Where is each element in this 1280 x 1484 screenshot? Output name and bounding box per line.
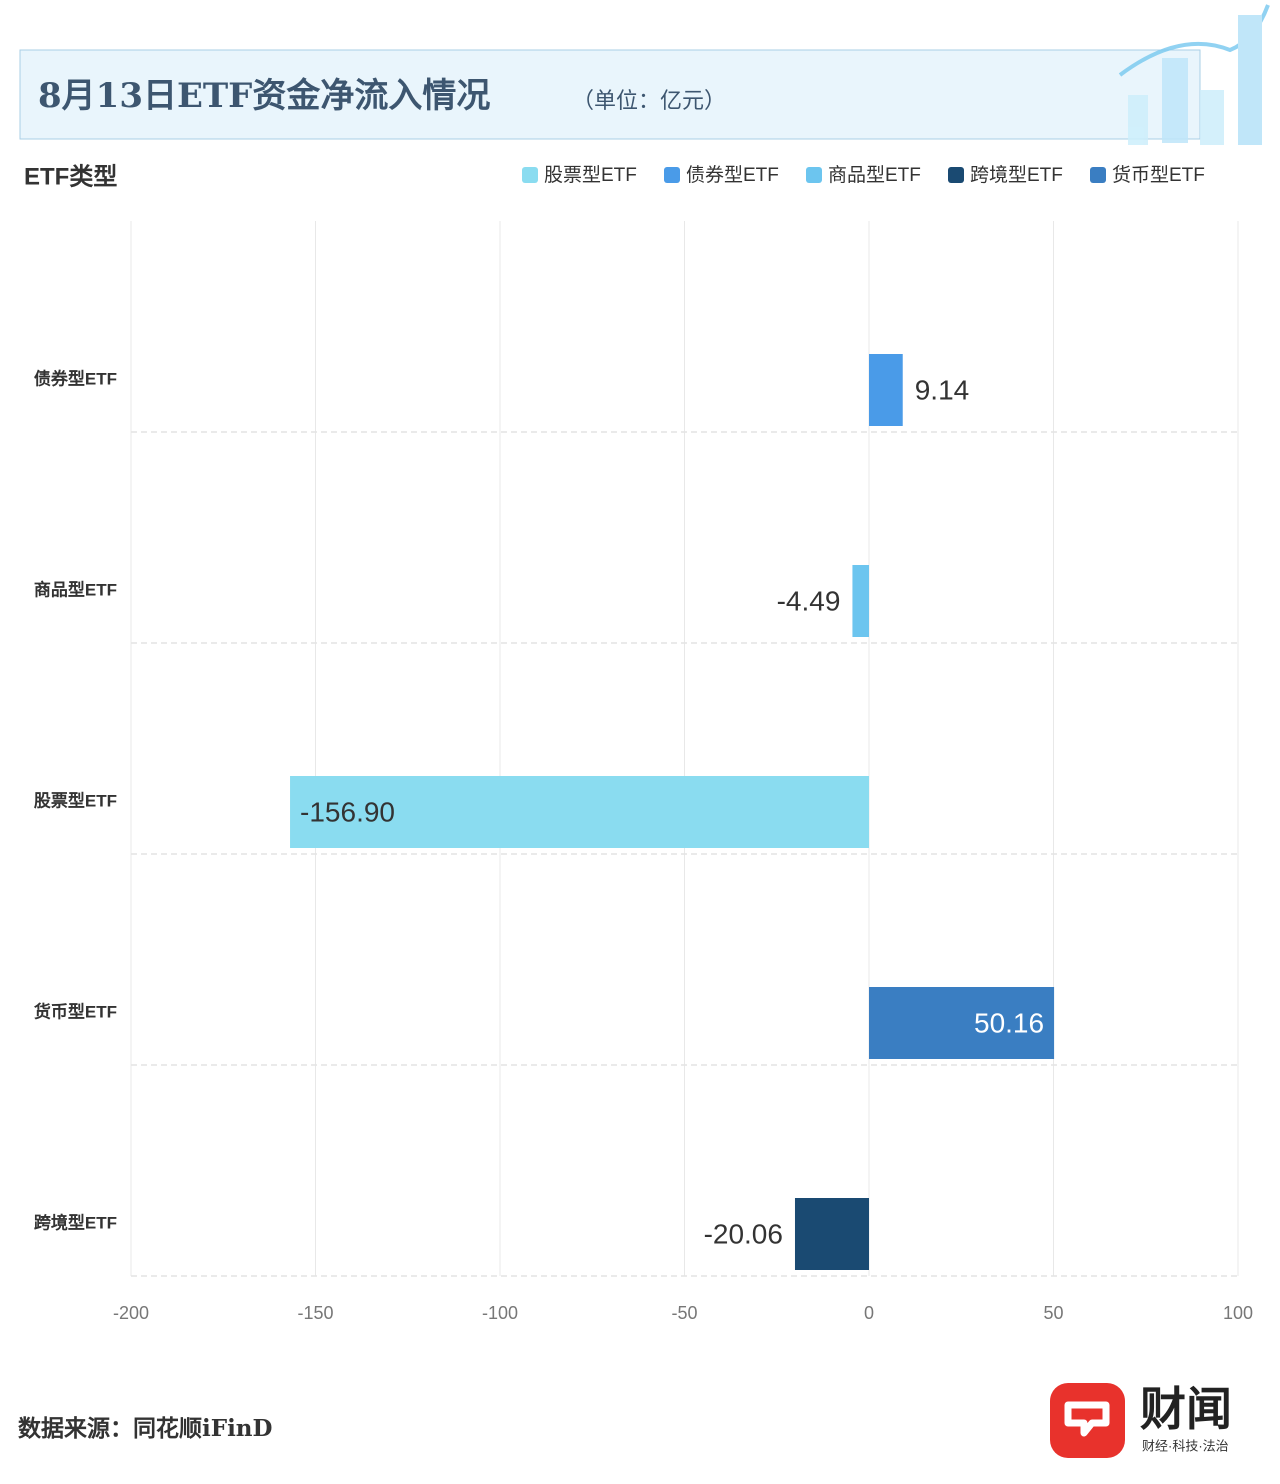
x-tick-label: -200 — [113, 1303, 149, 1323]
title-box — [19, 49, 1201, 140]
y-tick-label: 货币型ETF — [34, 1001, 117, 1021]
bar — [869, 354, 903, 426]
legend-label: 债券型ETF — [686, 164, 779, 186]
legend-swatch — [664, 167, 680, 183]
y-tick-label: 股票型ETF — [34, 790, 117, 810]
decoration — [1118, 4, 1270, 145]
data-label: -156.90 — [300, 796, 395, 827]
y-tick-label: 商品型ETF — [34, 579, 117, 599]
source: 数据来源：同花顺iFinD — [18, 1415, 272, 1442]
data-label: -20.06 — [704, 1218, 783, 1249]
y-tick-label: 跨境型ETF — [34, 1212, 117, 1232]
bar — [852, 565, 869, 637]
y-axis-label: ETF类型 — [24, 163, 117, 190]
legend-label: 商品型ETF — [828, 164, 921, 186]
logo — [1050, 1383, 1125, 1458]
x-tick-label: -150 — [297, 1303, 333, 1323]
y-tick-label: 债券型ETF — [34, 368, 117, 388]
slogan: 财经·科技·法治 — [1142, 1438, 1229, 1453]
bar — [290, 776, 869, 848]
data-label: -4.49 — [777, 585, 841, 616]
x-tick-label: -100 — [482, 1303, 518, 1323]
legend-swatch — [522, 167, 538, 183]
legend-swatch — [948, 167, 964, 183]
bar — [794, 1198, 869, 1270]
bar — [869, 987, 1055, 1059]
data-label: 9.14 — [915, 374, 970, 405]
legend-swatch — [1090, 167, 1106, 183]
x-tick-label: 0 — [864, 1303, 874, 1323]
brand: 财闻 — [1140, 1383, 1232, 1435]
chart-title: 8月13日ETF资金净流入情况 — [38, 76, 490, 116]
chart-subtitle: （单位：亿元） — [572, 89, 726, 114]
data-label: 50.16 — [974, 1007, 1044, 1038]
legend-swatch — [806, 167, 822, 183]
x-tick-label: 100 — [1223, 1303, 1253, 1323]
legend-label: 货币型ETF — [1112, 164, 1205, 186]
legend-label: 跨境型ETF — [970, 164, 1063, 186]
x-tick-label: 50 — [1043, 1303, 1063, 1323]
legend-label: 股票型ETF — [544, 164, 637, 186]
x-tick-label: -50 — [671, 1303, 697, 1323]
